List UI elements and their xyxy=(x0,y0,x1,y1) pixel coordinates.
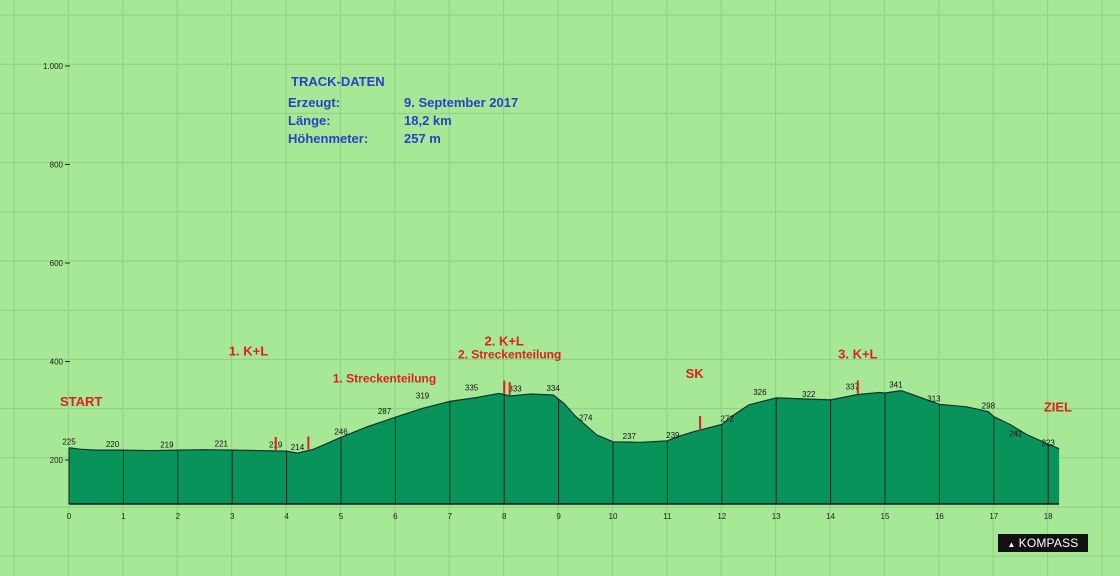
x-axis: 0 1 2 3 4 5 6 7 8 9 10 11 12 13 14 15 16 17 18 xyxy=(67,393,1053,521)
elevation-label: 223 xyxy=(1042,439,1056,448)
x-tick-label: 18 xyxy=(1044,512,1053,521)
chart-plot-area xyxy=(68,389,1060,505)
track-info-row-elevation-gain: Höhenmeter: 257 m xyxy=(288,130,518,148)
route-annotation: 1. Streckenteilung xyxy=(333,372,436,386)
x-tick-label: 10 xyxy=(609,512,618,521)
x-tick-label: 14 xyxy=(826,512,835,521)
route-annotation: 2. Streckenteilung xyxy=(458,348,561,362)
x-tick-label: 7 xyxy=(448,512,453,521)
y-axis: 200 400 600 800 1.000 xyxy=(43,62,70,465)
elevation-labels: 2252202192212192142462873193353333342742… xyxy=(62,381,1055,453)
x-tick-label: 0 xyxy=(67,512,72,521)
route-annotations: START 1. K+L 1. Streckenteilung 2. K+L2. St… xyxy=(60,334,1072,415)
elevation-label: 246 xyxy=(334,427,348,436)
x-tick-label: 6 xyxy=(393,512,398,521)
x-tick-label: 3 xyxy=(230,512,235,521)
track-info-value: 9. September 2017 xyxy=(404,95,519,110)
elevation-label: 272 xyxy=(721,415,735,424)
x-tick-label: 15 xyxy=(881,512,890,521)
track-info-title: TRACK-DATEN xyxy=(291,74,385,89)
route-annotation: ZIEL xyxy=(1044,400,1072,415)
elevation-label: 319 xyxy=(416,391,430,400)
track-info-value: 257 m xyxy=(404,131,441,146)
elevation-label: 220 xyxy=(106,440,120,449)
x-tick-label: 5 xyxy=(339,512,344,521)
y-tick-label: 600 xyxy=(50,259,64,268)
elevation-label: 219 xyxy=(160,441,174,450)
elevation-label: 341 xyxy=(889,381,903,390)
elevation-label: 326 xyxy=(753,388,767,397)
x-tick-label: 17 xyxy=(989,512,998,521)
y-tick-label: 400 xyxy=(50,358,64,367)
elevation-label: 335 xyxy=(465,384,479,393)
elevation-label: 225 xyxy=(62,438,76,447)
elevation-label: 334 xyxy=(546,384,560,393)
logo-text: KOMPASS xyxy=(1018,536,1079,550)
track-info-row-created: Erzeugt: 9. September 2017 xyxy=(288,94,518,112)
y-tick-label: 800 xyxy=(50,161,64,170)
x-tick-label: 16 xyxy=(935,512,944,521)
track-info-panel: TRACK-DATEN Erzeugt: 9. September 2017 L… xyxy=(288,74,518,148)
x-tick-label: 1 xyxy=(121,512,126,521)
track-info-label: Länge: xyxy=(288,113,331,128)
route-annotation: SK xyxy=(686,366,705,381)
x-tick-label: 12 xyxy=(717,512,726,521)
checkpoint-markers xyxy=(274,380,859,450)
elevation-label: 313 xyxy=(927,394,941,403)
elevation-label: 337 xyxy=(846,383,860,392)
route-annotation: 1. K+L xyxy=(229,344,268,359)
elevation-label: 237 xyxy=(623,432,637,441)
elevation-label: 298 xyxy=(982,402,996,411)
y-tick-label: 1.000 xyxy=(43,62,64,71)
track-info-label: Höhenmeter: xyxy=(288,131,369,146)
x-tick-label: 13 xyxy=(772,512,781,521)
compass-arrow-icon: ▲ xyxy=(1007,540,1016,549)
elevation-profile-line xyxy=(68,389,1060,454)
route-annotation: START xyxy=(60,394,102,409)
track-info-label: Erzeugt: xyxy=(288,95,340,110)
elevation-label: 242 xyxy=(1009,429,1023,438)
elevation-label: 322 xyxy=(802,390,816,399)
elevation-label: 287 xyxy=(378,407,392,416)
elevation-area xyxy=(69,390,1060,504)
x-tick-label: 4 xyxy=(284,512,289,521)
kompass-logo: ▲ KOMPASS xyxy=(998,534,1088,552)
x-tick-label: 9 xyxy=(556,512,561,521)
track-info-row-length: Länge: 18,2 km xyxy=(288,112,518,130)
route-annotation: 3. K+L xyxy=(838,347,877,362)
elevation-label: 214 xyxy=(291,443,305,452)
x-tick-label: 11 xyxy=(663,512,672,521)
x-tick-label: 8 xyxy=(502,512,507,521)
elevation-label: 333 xyxy=(508,384,522,393)
y-tick-label: 200 xyxy=(50,456,64,465)
route-annotation: 2. K+L xyxy=(485,334,524,349)
track-info-value: 18,2 km xyxy=(404,113,452,128)
elevation-label: 274 xyxy=(579,414,593,423)
elevation-label: 239 xyxy=(666,431,680,440)
x-tick-label: 2 xyxy=(176,512,181,521)
elevation-label: 221 xyxy=(215,440,229,449)
